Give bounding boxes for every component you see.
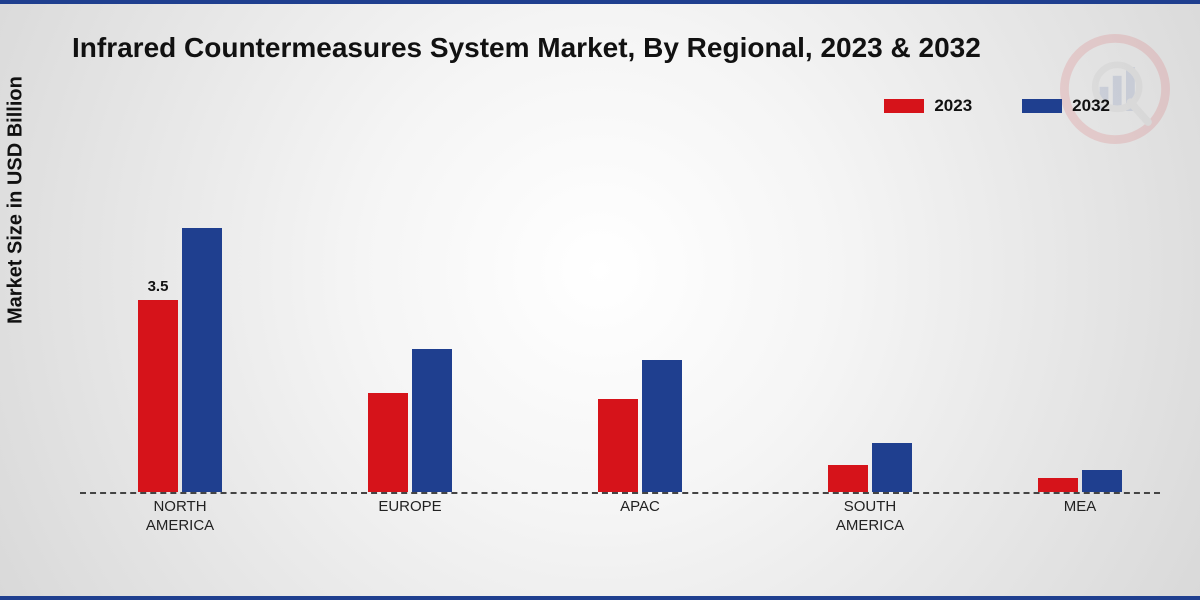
bar-group <box>368 349 452 492</box>
plot-area: 3.5NORTH AMERICAEUROPEAPACSOUTH AMERICAM… <box>80 144 1160 494</box>
legend-item-2032: 2032 <box>1022 96 1110 116</box>
watermark-logo <box>1060 34 1170 144</box>
x-axis-label: EUROPE <box>378 498 441 600</box>
x-axis-label: MEA <box>1064 498 1097 600</box>
legend-swatch-2032 <box>1022 99 1062 113</box>
bar-2023 <box>1038 478 1078 492</box>
x-axis-label: APAC <box>620 498 660 600</box>
bar-group <box>828 443 912 493</box>
bar-2032 <box>642 360 682 492</box>
legend-label-2032: 2032 <box>1072 96 1110 116</box>
bar-group <box>598 360 682 492</box>
legend-item-2023: 2023 <box>884 96 972 116</box>
chart-frame: Infrared Countermeasures System Market, … <box>0 0 1200 600</box>
legend-swatch-2023 <box>884 99 924 113</box>
bar-2032 <box>872 443 912 493</box>
legend: 2023 2032 <box>884 96 1110 116</box>
chart-title: Infrared Countermeasures System Market, … <box>72 32 981 64</box>
bar-2023 <box>828 465 868 493</box>
bar-group <box>1038 470 1122 492</box>
x-axis-label: SOUTH AMERICA <box>836 498 904 600</box>
bar-2023 <box>598 399 638 493</box>
bar-value-label: 3.5 <box>148 278 169 295</box>
y-axis-label: Market Size in USD Billion <box>5 76 28 324</box>
bar-2023 <box>368 393 408 492</box>
bar-2032 <box>412 349 452 492</box>
bar-2032 <box>1082 470 1122 492</box>
bar-group: 3.5 <box>138 228 222 492</box>
bar-2032 <box>182 228 222 492</box>
x-axis-label: NORTH AMERICA <box>146 498 214 600</box>
bar-2023: 3.5 <box>138 300 178 493</box>
legend-label-2023: 2023 <box>934 96 972 116</box>
